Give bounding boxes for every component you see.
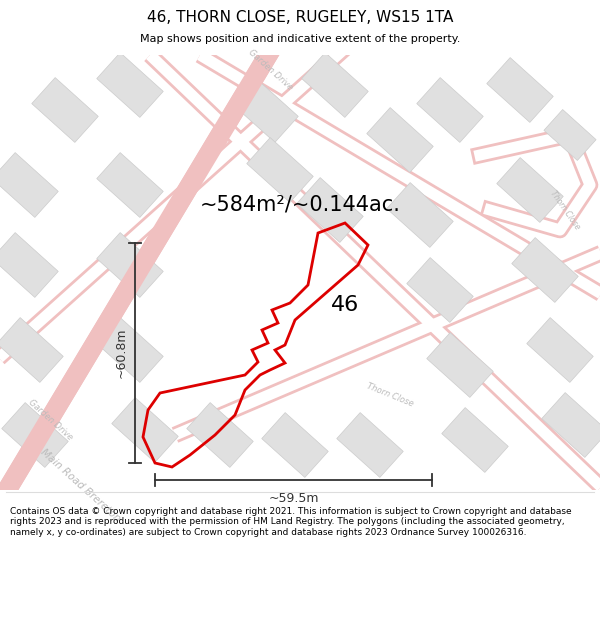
Polygon shape: [97, 152, 163, 218]
Polygon shape: [302, 52, 368, 118]
Text: Map shows position and indicative extent of the property.: Map shows position and indicative extent…: [140, 34, 460, 44]
Polygon shape: [367, 107, 433, 172]
Polygon shape: [387, 182, 453, 248]
Text: Main Road Brereton: Main Road Brereton: [38, 447, 122, 523]
Text: Thorn Close: Thorn Close: [548, 189, 581, 231]
Polygon shape: [527, 318, 593, 382]
Polygon shape: [262, 412, 328, 478]
Polygon shape: [187, 402, 253, 468]
Polygon shape: [337, 412, 403, 478]
Polygon shape: [442, 408, 508, 472]
Text: Thorn Close: Thorn Close: [365, 381, 415, 409]
Polygon shape: [407, 258, 473, 322]
Text: 46: 46: [331, 295, 359, 315]
Polygon shape: [247, 138, 313, 202]
Polygon shape: [97, 52, 163, 118]
Polygon shape: [32, 78, 98, 142]
Text: ~60.8m: ~60.8m: [115, 328, 128, 378]
Polygon shape: [0, 152, 58, 218]
Polygon shape: [427, 332, 493, 398]
Polygon shape: [417, 78, 483, 142]
Text: ~59.5m: ~59.5m: [268, 491, 319, 504]
Polygon shape: [512, 238, 578, 302]
Polygon shape: [232, 78, 298, 142]
Polygon shape: [0, 318, 63, 382]
Text: Garden Drive: Garden Drive: [246, 48, 294, 92]
Text: Garden Drive: Garden Drive: [26, 398, 74, 442]
Polygon shape: [544, 109, 596, 161]
Text: Contains OS data © Crown copyright and database right 2021. This information is : Contains OS data © Crown copyright and d…: [10, 507, 572, 537]
Polygon shape: [297, 177, 363, 242]
Text: 46, THORN CLOSE, RUGELEY, WS15 1TA: 46, THORN CLOSE, RUGELEY, WS15 1TA: [147, 9, 453, 24]
Polygon shape: [542, 392, 600, 458]
Polygon shape: [0, 232, 58, 298]
Polygon shape: [2, 402, 68, 468]
Text: ~584m²/~0.144ac.: ~584m²/~0.144ac.: [200, 195, 401, 215]
Polygon shape: [487, 58, 553, 122]
Polygon shape: [112, 398, 178, 462]
Polygon shape: [97, 232, 163, 298]
Polygon shape: [97, 318, 163, 382]
Polygon shape: [497, 158, 563, 222]
